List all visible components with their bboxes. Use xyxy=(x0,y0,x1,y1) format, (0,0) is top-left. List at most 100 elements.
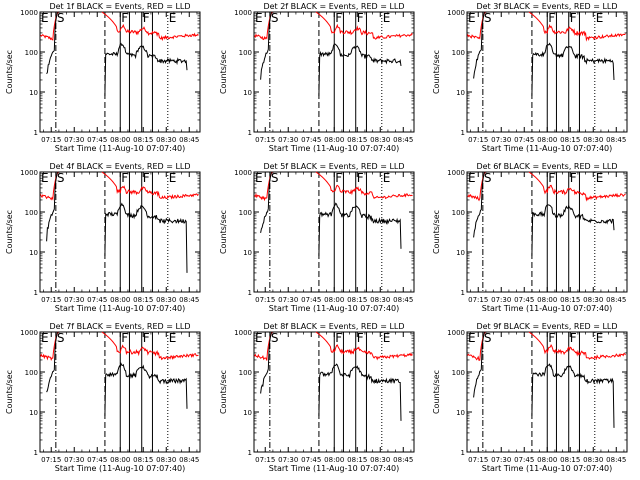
lld-series-line xyxy=(101,171,199,200)
time-marker-label: F xyxy=(143,331,150,345)
x-tick-label: 07:15 xyxy=(468,456,488,464)
time-marker-label: E xyxy=(596,171,604,185)
x-tick-label: 07:45 xyxy=(514,456,534,464)
time-marker-label: F xyxy=(357,171,364,185)
x-tick-label: 08:30 xyxy=(370,456,390,464)
y-tick-label: 1000 xyxy=(234,169,252,177)
x-tick-label: 07:45 xyxy=(87,456,107,464)
panel-title: Det 7f BLACK = Events, RED = LLD xyxy=(49,322,190,331)
x-tick-label: 07:45 xyxy=(301,136,321,144)
time-marker-label: E xyxy=(383,331,391,345)
lld-series-line xyxy=(528,171,626,202)
x-tick-label: 07:15 xyxy=(255,296,275,304)
time-marker-label: E xyxy=(468,11,476,25)
x-tick-label: 08:45 xyxy=(179,136,199,144)
time-marker-label: E xyxy=(596,11,604,25)
y-tick-label: 10 xyxy=(456,249,465,257)
y-tick-label: 1000 xyxy=(234,9,252,17)
time-marker-label: F xyxy=(335,171,342,185)
time-marker-label: E xyxy=(41,11,49,25)
x-axis-label: Start Time (11-Aug-10 07:07:40) xyxy=(55,464,186,473)
panel-6: Det 6f BLACK = Events, RED = LLD 1 10 100 10… xyxy=(432,162,628,313)
events-series-line xyxy=(531,42,615,96)
y-tick-label: 1000 xyxy=(447,9,465,17)
lld-series-line xyxy=(315,11,413,40)
y-tick-label: 10 xyxy=(456,89,465,97)
x-tick-label: 07:45 xyxy=(514,136,534,144)
x-tick-label: 08:30 xyxy=(370,296,390,304)
time-marker-label: F xyxy=(121,171,128,185)
y-tick-label: 100 xyxy=(25,49,38,57)
y-tick-label: 10 xyxy=(29,89,38,97)
lld-series-line xyxy=(467,11,486,40)
time-marker-label: F xyxy=(570,11,577,25)
x-axis-label: Start Time (11-Aug-10 07:07:40) xyxy=(269,304,400,313)
time-marker-label: E xyxy=(468,171,476,185)
x-tick-label: 08:30 xyxy=(156,456,176,464)
x-axis-label: Start Time (11-Aug-10 07:07:40) xyxy=(269,464,400,473)
lld-series-line xyxy=(315,171,413,200)
panel-9: Det 9f BLACK = Events, RED = LLD 1 10 100 10… xyxy=(432,322,628,473)
x-axis-label: Start Time (11-Aug-10 07:07:40) xyxy=(482,304,613,313)
x-tick-label: 08:00 xyxy=(110,456,130,464)
events-series-line xyxy=(531,363,615,428)
time-marker-label: E xyxy=(255,331,263,345)
y-axis-label: Counts/sec xyxy=(5,210,14,254)
x-tick-label: 08:30 xyxy=(583,136,603,144)
x-tick-label: 07:30 xyxy=(278,456,298,464)
time-marker-label: S xyxy=(271,11,279,25)
events-series-line xyxy=(531,204,615,256)
x-tick-label: 07:30 xyxy=(278,296,298,304)
lld-series-line xyxy=(101,11,199,42)
panel-title: Det 9f BLACK = Events, RED = LLD xyxy=(476,322,617,331)
y-tick-label: 10 xyxy=(243,409,252,417)
x-tick-label: 08:45 xyxy=(393,456,413,464)
events-series-line xyxy=(104,42,188,96)
time-marker-label: E xyxy=(383,11,391,25)
x-tick-label: 08:00 xyxy=(537,296,557,304)
x-tick-label: 07:45 xyxy=(87,296,107,304)
events-series-line xyxy=(104,202,188,273)
y-tick-label: 100 xyxy=(239,209,252,217)
lld-series-line xyxy=(101,331,199,361)
y-tick-label: 10 xyxy=(456,409,465,417)
y-tick-label: 100 xyxy=(239,369,252,377)
x-axis-label: Start Time (11-Aug-10 07:07:40) xyxy=(269,144,400,153)
y-axis-label: Counts/sec xyxy=(219,210,228,254)
y-tick-label: 1000 xyxy=(20,169,38,177)
x-axis-label: Start Time (11-Aug-10 07:07:40) xyxy=(55,144,186,153)
y-tick-label: 10 xyxy=(29,409,38,417)
time-marker-label: F xyxy=(570,171,577,185)
time-marker-label: S xyxy=(271,331,279,345)
lld-series-line xyxy=(467,171,486,202)
time-marker-label: S xyxy=(57,11,65,25)
y-tick-label: 1 xyxy=(34,289,38,297)
lld-series-line xyxy=(254,331,273,361)
x-tick-label: 07:15 xyxy=(41,296,61,304)
x-tick-label: 07:45 xyxy=(301,456,321,464)
time-marker-label: E xyxy=(596,331,604,345)
x-tick-label: 08:45 xyxy=(606,136,626,144)
x-tick-label: 08:00 xyxy=(110,296,130,304)
lld-series-line xyxy=(40,11,59,41)
x-tick-label: 07:30 xyxy=(64,136,84,144)
time-marker-label: F xyxy=(570,331,577,345)
time-marker-label: S xyxy=(271,171,279,185)
x-tick-label: 08:15 xyxy=(560,296,580,304)
y-tick-label: 1 xyxy=(461,129,465,137)
events-series-line xyxy=(46,171,58,242)
events-series-line xyxy=(260,11,272,80)
panel-8: Det 8f BLACK = Events, RED = LLD 1 10 100 10… xyxy=(219,322,415,473)
y-axis-label: Counts/sec xyxy=(219,50,228,94)
events-series-line xyxy=(473,11,485,79)
time-marker-label: E xyxy=(169,331,177,345)
y-tick-label: 10 xyxy=(243,249,252,257)
x-tick-label: 07:30 xyxy=(491,136,511,144)
y-tick-label: 100 xyxy=(452,49,465,57)
x-tick-label: 08:00 xyxy=(110,136,130,144)
y-tick-label: 1 xyxy=(461,289,465,297)
time-marker-label: F xyxy=(335,11,342,25)
time-marker-label: E xyxy=(255,11,263,25)
x-tick-label: 08:15 xyxy=(347,296,367,304)
x-tick-label: 08:45 xyxy=(393,136,413,144)
